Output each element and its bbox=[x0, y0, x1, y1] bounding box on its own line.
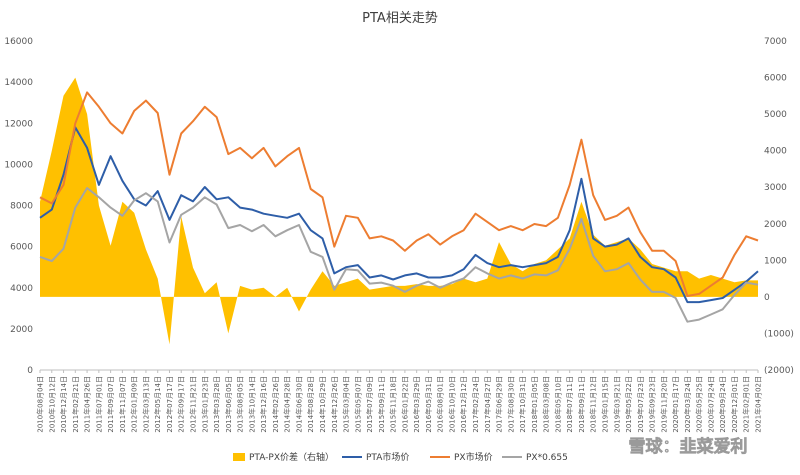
right-y-tick-label: 4000 bbox=[764, 147, 787, 157]
x-tick-label: 2011年04月26日 bbox=[83, 376, 92, 433]
x-tick-label: 2016年08月01日 bbox=[436, 376, 445, 433]
series-area-pta-px-spread bbox=[40, 77, 758, 345]
watermark: 雪球：韭菜爱利 bbox=[629, 436, 748, 457]
left-y-tick-label: 16000 bbox=[4, 37, 33, 47]
spread-area-layer bbox=[40, 77, 758, 345]
x-tick-label: 2018年07月11日 bbox=[565, 376, 574, 433]
x-tick-label: 2017年04月27日 bbox=[483, 376, 492, 433]
x-axis: 2010年08月04日 2010年10月12日 2010年12月14日 2011年02… bbox=[36, 370, 763, 433]
x-tick-label: 2021年04月02日 bbox=[754, 376, 763, 433]
x-tick-label: 2011年09月07日 bbox=[106, 376, 115, 433]
left-y-tick-label: 8000 bbox=[10, 202, 33, 212]
x-tick-label: 2012年05月14日 bbox=[153, 376, 162, 433]
series-line-pta bbox=[39, 126, 759, 304]
x-tick-label: 2016年05月31日 bbox=[424, 376, 433, 433]
x-tick-label: 2013年12月16日 bbox=[259, 376, 268, 433]
left-y-tick-label: 0 bbox=[27, 366, 33, 376]
right-y-tick-label: (1000) bbox=[764, 329, 794, 339]
x-tick-label: 2018年05月10日 bbox=[553, 376, 562, 433]
x-tick-label: 2020年07月24日 bbox=[706, 376, 715, 433]
right-y-axis: (2000) (1000) 0 1000 2000 3000 4000 5000 6000 700… bbox=[764, 37, 794, 376]
x-tick-label: 2012年03月13日 bbox=[141, 376, 150, 433]
x-tick-label: 2018年11月12日 bbox=[589, 376, 598, 433]
legend: PTA-PX价差（右轴） PTA市场价 PX市场价 PX*0.655 bbox=[233, 451, 568, 463]
left-y-tick-label: 10000 bbox=[4, 160, 33, 170]
x-tick-label: 2015年09月11日 bbox=[377, 376, 386, 433]
left-y-axis: 0 2000 4000 6000 8000 10000 12000 14000 16000 bbox=[4, 37, 33, 376]
x-tick-label: 2013年03月28日 bbox=[212, 376, 221, 433]
legend-label-px-0-655: PX*0.655 bbox=[526, 453, 568, 463]
x-tick-label: 2018年01月05日 bbox=[530, 376, 539, 433]
left-y-tick-label: 14000 bbox=[4, 78, 33, 88]
x-tick-label: 2015年11月18日 bbox=[389, 376, 398, 433]
x-tick-label: 2019年01月15日 bbox=[601, 376, 610, 433]
right-y-tick-label: 1000 bbox=[764, 256, 787, 266]
price-lines-layer bbox=[39, 91, 759, 323]
right-y-tick-label: 2000 bbox=[764, 220, 787, 230]
x-tick-label: 2018年09月11日 bbox=[577, 376, 586, 433]
x-tick-label: 2013年06月05日 bbox=[224, 376, 233, 433]
right-y-tick-label: (2000) bbox=[764, 366, 794, 376]
x-tick-label: 2012年01月09日 bbox=[130, 376, 139, 433]
right-y-tick-label: 5000 bbox=[764, 110, 787, 120]
x-tick-label: 2010年10月12日 bbox=[47, 376, 56, 433]
right-y-tick-label: 3000 bbox=[764, 183, 787, 193]
series-line-px-0-655 bbox=[39, 187, 759, 323]
legend-swatch-spread bbox=[233, 453, 245, 461]
x-tick-label: 2015年03月04日 bbox=[342, 376, 351, 433]
x-tick-label: 2012年11月21日 bbox=[189, 376, 198, 433]
legend-label-pta-px: PTA-PX价差（右轴） bbox=[249, 451, 334, 463]
legend-label-px: PX市场价 bbox=[454, 451, 493, 463]
right-y-tick-label: 0 bbox=[764, 293, 770, 303]
x-tick-label: 2012年09月17日 bbox=[177, 376, 186, 433]
x-tick-label: 2011年02月21日 bbox=[71, 376, 80, 433]
x-tick-label: 2013年10月14日 bbox=[247, 376, 256, 433]
x-tick-label: 2013年08月05日 bbox=[236, 376, 245, 433]
x-tick-label: 2014年06月30日 bbox=[295, 376, 304, 433]
x-tick-label: 2014年12月26日 bbox=[330, 376, 339, 433]
x-tick-label: 2017年06月29日 bbox=[495, 376, 504, 433]
x-tick-label: 2014年10月29日 bbox=[318, 376, 327, 433]
x-tick-label: 2019年05月22日 bbox=[624, 376, 633, 433]
x-tick-label: 2016年12月12日 bbox=[459, 376, 468, 433]
x-tick-label: 2020年05月25日 bbox=[695, 376, 704, 433]
x-tick-label: 2011年11月07日 bbox=[118, 376, 127, 433]
x-tick-label: 2018年03月08日 bbox=[542, 376, 551, 433]
x-tick-label: 2019年09月23日 bbox=[648, 376, 657, 433]
x-tick-label: 2012年07月17日 bbox=[165, 376, 174, 433]
x-tick-label: 2014年04月28日 bbox=[283, 376, 292, 433]
legend-label-pta: PTA市场价 bbox=[366, 451, 409, 463]
left-y-tick-label: 12000 bbox=[4, 119, 33, 129]
x-tick-label: 2019年03月21日 bbox=[612, 376, 621, 433]
left-y-tick-label: 6000 bbox=[10, 243, 33, 253]
chart-title: PTA相关走势 bbox=[362, 10, 438, 26]
right-y-tick-label: 7000 bbox=[764, 37, 787, 47]
x-tick-label: 2016年03月29日 bbox=[412, 376, 421, 433]
x-tick-label: 2013年01月23日 bbox=[200, 376, 209, 433]
x-tick-label: 2020年09月24日 bbox=[718, 376, 727, 433]
x-tick-label: 2021年02月01日 bbox=[742, 376, 751, 433]
x-tick-label: 2015年07月09日 bbox=[365, 376, 374, 433]
x-tick-label: 2015年05月07日 bbox=[353, 376, 362, 433]
x-tick-label: 2016年01月22日 bbox=[400, 376, 409, 433]
right-y-tick-label: 6000 bbox=[764, 74, 787, 84]
left-y-tick-label: 2000 bbox=[10, 325, 33, 335]
x-tick-label: 2014年08月28日 bbox=[306, 376, 315, 433]
x-tick-label: 2014年02月26日 bbox=[271, 376, 280, 433]
x-tick-label: 2011年07月01日 bbox=[94, 376, 103, 433]
x-tick-label: 2019年11月20日 bbox=[659, 376, 668, 433]
x-tick-label: 2010年08月04日 bbox=[36, 376, 45, 433]
x-tick-label: 2017年10月31日 bbox=[518, 376, 527, 433]
left-y-tick-label: 4000 bbox=[10, 284, 33, 294]
x-tick-label: 2019年07月23日 bbox=[636, 376, 645, 433]
x-tick-label: 2010年12月14日 bbox=[59, 376, 68, 433]
series-line-px bbox=[39, 91, 759, 297]
x-tick-label: 2020年01月17日 bbox=[671, 376, 680, 433]
x-tick-label: 2017年02月24日 bbox=[471, 376, 480, 433]
x-tick-label: 2016年10月10日 bbox=[448, 376, 457, 433]
x-tick-label: 2020年03月24日 bbox=[683, 376, 692, 433]
x-tick-label: 2017年08月30日 bbox=[506, 376, 515, 433]
x-tick-label: 2020年12月01日 bbox=[730, 376, 739, 433]
